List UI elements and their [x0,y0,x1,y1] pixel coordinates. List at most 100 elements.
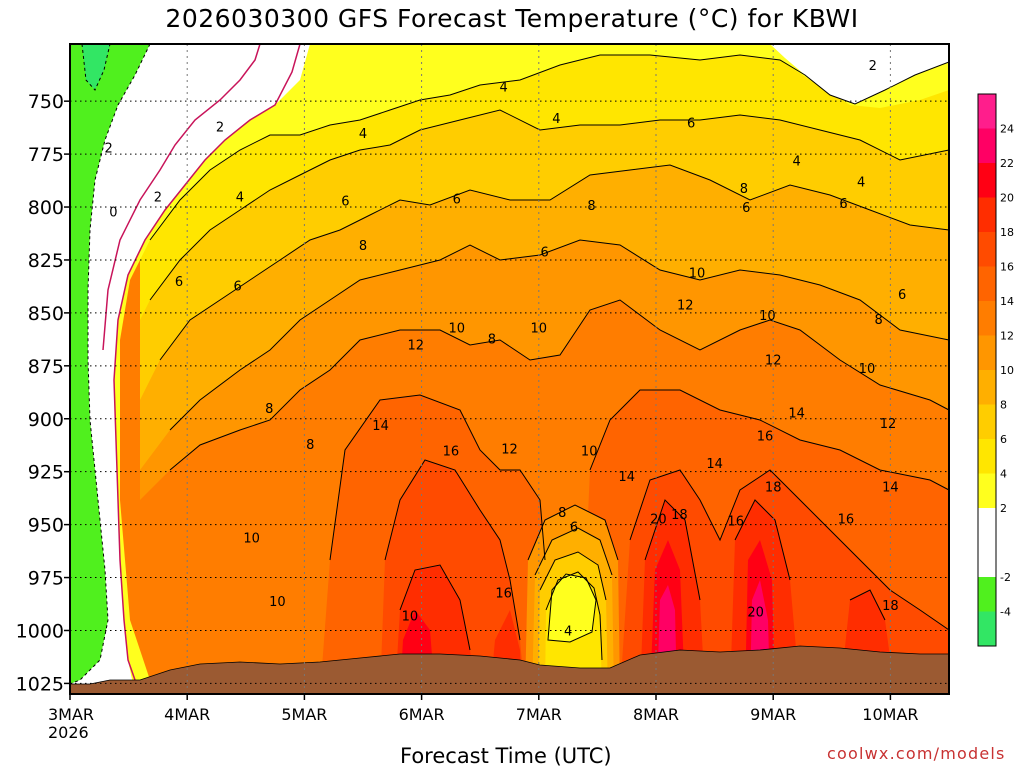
colorbar-swatch-5 [978,266,996,302]
x-tick-label-8MAR: 8MAR [633,705,679,724]
contour-label-31: 10 [448,322,465,337]
cool-pocket-2 [548,574,596,642]
contour-label-22: 8 [359,239,367,254]
contour-label-51: 16 [838,512,855,527]
band-0-2 [70,44,310,694]
contour-label-24: 8 [488,332,496,347]
colorbar-label-6: 6 [1000,433,1007,446]
colorbar-label-16: 16 [1000,261,1014,274]
colorbar-swatch-11 [978,473,996,509]
x-axis: 3MAR 4MAR 5MAR 6MAR 7MAR 8MAR 9MAR 10MAR 2026 [48,694,919,742]
contour-label-25: 8 [740,182,748,197]
colorbar-swatch-3 [978,197,996,233]
contour-label-41: 12 [880,417,897,432]
contour-label-43: 14 [618,470,635,485]
colorbar-label-10: 10 [1000,364,1014,377]
colorbar-label--4: -4 [1000,606,1011,619]
contour-label-21: 8 [306,438,314,453]
credit-text: coolwx.com/models [827,744,1006,763]
contour-0b [102,44,261,351]
colorbar: 24 22 20 18 16 14 12 10 8 6 4 2 -2 -4 [977,93,1014,647]
contour-label-44: 14 [706,457,723,472]
contour-cool-6 [539,551,607,601]
x-tick-label-6MAR: 6MAR [399,705,445,724]
contour-label-33: 10 [689,267,706,282]
y-tick-label-1000: 1000 [16,620,64,642]
y-tick-label-850: 850 [28,303,64,325]
contour-label-4: 4 [236,190,244,205]
contour-label-13: 6 [541,245,549,260]
x-tick-label-7MAR: 7MAR [516,705,562,724]
contour-label-42: 14 [372,419,389,434]
contour-label-18: 4 [792,154,800,169]
colorbar-label-8: 8 [1000,399,1007,412]
contour-12 [329,394,546,561]
contour-label-9: 6 [175,275,183,290]
contour-label-58: 4 [564,624,572,639]
contour-14 [384,459,521,641]
contour-label-38: 12 [501,442,518,457]
contour-label-19: 4 [857,176,865,191]
contour-label-7: 4 [552,112,560,127]
y-tick-label-975: 975 [28,568,64,590]
contour-label-45: 14 [788,406,805,421]
y-axis: 750 775 800 825 850 875 900 925 950 975 1000 1025 [16,91,70,695]
contour-label-32: 10 [531,322,548,337]
colorbar-swatch-12 [978,508,996,543]
colorbar-swatch-7 [978,335,996,371]
x-tick-sublabel: 2026 [48,723,89,742]
colorbar-label-2: 2 [1000,502,1007,515]
contour-label-39: 12 [677,298,694,313]
colorbar-swatch-8 [978,370,996,405]
gridlines [70,44,949,694]
band-top-white [770,44,949,104]
contour-label-3: 2 [216,121,224,136]
contour-16b [644,499,701,601]
contour-label-1: 0 [109,205,117,220]
colorbar-label-4: 4 [1000,468,1007,481]
contour-label-57: 6 [570,521,578,536]
contour-6 [159,164,949,361]
contour-16c [734,499,791,581]
contour-minus4 [81,44,111,91]
colorbar-label-20: 20 [1000,192,1014,205]
contour-label-11: 6 [341,195,349,210]
y-tick-label-875: 875 [28,356,64,378]
colorbar-swatch-14 [978,577,996,612]
contour-cool-10 [527,504,619,561]
colorbar-label--2: -2 [1000,571,1011,584]
contour-label-48: 16 [495,586,512,601]
colorbar-swatch-13 [978,542,996,578]
contour-label-0: 2 [105,142,113,157]
x-tick-label-4MAR: 4MAR [164,705,210,724]
colorbar-swatch-6 [978,301,996,336]
colorbar-frame [977,93,997,647]
contour-cool-2 [547,573,597,643]
y-tick-label-825: 825 [28,250,64,272]
contour-label-29: 10 [402,610,419,625]
contour-16 [399,564,471,651]
colorbar-label-22: 22 [1000,157,1014,170]
colorbar-label-12: 12 [1000,330,1014,343]
contour-label-34: 10 [759,309,776,324]
contour-label-46: 14 [882,481,899,496]
colorbar-swatch-4 [978,232,996,267]
contour-label-52: 18 [671,508,688,523]
contour-0 [113,44,301,681]
contour-label-35: 10 [859,362,876,377]
colorbar-swatch-1 [978,128,996,164]
contour-label-54: 18 [882,599,899,614]
contour-label-36: 10 [581,445,598,460]
contour-label-50: 16 [757,430,774,445]
y-tick-label-775: 775 [28,144,64,166]
terrain [70,645,949,694]
colorbar-swatch-10 [978,439,996,474]
contour-label-2: 2 [154,190,162,205]
contour-label-6: 4 [499,80,507,95]
contour-label-49: 16 [727,514,744,529]
x-tick-label-9MAR: 9MAR [750,705,796,724]
contour-10 [169,299,949,471]
contour-label-40: 12 [765,353,782,368]
